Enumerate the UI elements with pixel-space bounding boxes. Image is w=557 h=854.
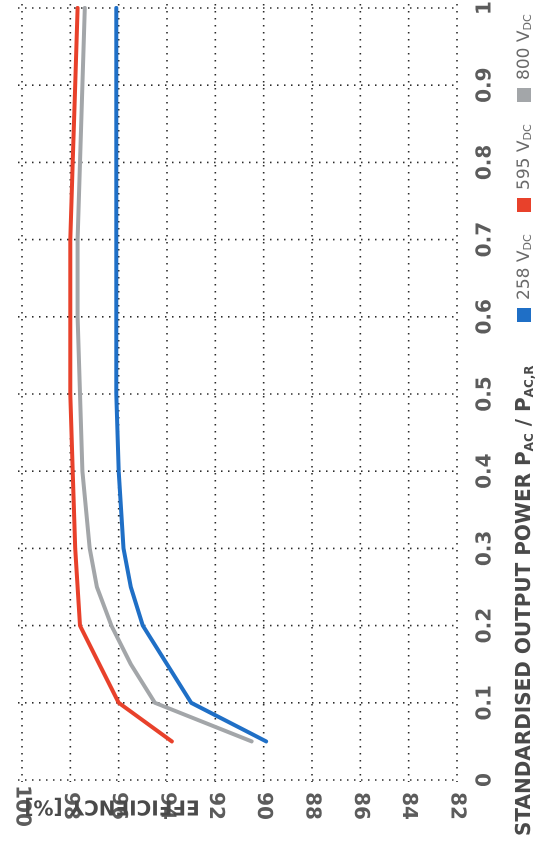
y-axis-title: EFFICIENCY [%] bbox=[24, 796, 199, 820]
legend-item: 595 VDC bbox=[514, 124, 534, 212]
y-tick-label: 92 bbox=[205, 792, 229, 820]
x-tick-label: 0.4 bbox=[472, 453, 496, 488]
x-tick-label: 0.3 bbox=[472, 531, 496, 566]
x-tick-label: 0.6 bbox=[472, 299, 496, 334]
x-axis-title-sub-ac: AC bbox=[522, 433, 536, 451]
y-tick-label: 88 bbox=[302, 792, 326, 820]
legend-label: 595 VDC bbox=[514, 124, 534, 190]
legend-item: 258 VDC bbox=[514, 234, 534, 322]
legend-swatch bbox=[517, 88, 531, 102]
x-tick-label: 0.1 bbox=[472, 685, 496, 720]
x-tick-label: 1 bbox=[472, 1, 496, 15]
grid-lines bbox=[18, 4, 459, 782]
y-tick-label: 94 bbox=[157, 792, 181, 820]
y-tick-label: 100 bbox=[12, 785, 36, 827]
y-tick-label: 98 bbox=[60, 792, 84, 820]
x-tick-label: 0.7 bbox=[472, 222, 496, 257]
series-line bbox=[114, 6, 269, 744]
series-line bbox=[75, 6, 254, 744]
x-tick-label: 0.2 bbox=[472, 608, 496, 643]
series-lines bbox=[68, 6, 269, 744]
y-tick-label: 90 bbox=[253, 792, 277, 820]
x-tick-label: 0.9 bbox=[472, 67, 496, 102]
y-tick-label: 82 bbox=[447, 792, 471, 820]
y-tick-labels: 82 84 86 88 90 92 94 96 98 100 bbox=[12, 785, 471, 827]
x-axis-title-sub-acr: AC,R bbox=[522, 365, 536, 397]
x-tick-labels: 0 0.1 0.2 0.3 0.4 0.5 0.6 0.7 0.8 0.9 1 bbox=[472, 1, 496, 787]
x-axis-title: STANDARDISED OUTPUT POWER PAC / PAC,R bbox=[511, 365, 536, 836]
legend-item: 800 VDC bbox=[514, 14, 534, 102]
x-tick-label: 0 bbox=[472, 773, 496, 787]
legend-label: 258 VDC bbox=[514, 234, 534, 300]
series-line bbox=[68, 6, 174, 744]
x-tick-label: 0.5 bbox=[472, 376, 496, 411]
x-tick-label: 0.8 bbox=[472, 145, 496, 180]
y-tick-label: 86 bbox=[350, 792, 374, 820]
legend: 258 VDC 595 VDC 800 VDC bbox=[514, 14, 534, 322]
legend-swatch bbox=[517, 308, 531, 322]
x-axis-title-slash: / P bbox=[511, 397, 535, 433]
x-axis-title-main: STANDARDISED OUTPUT POWER P bbox=[511, 451, 535, 836]
y-tick-label: 84 bbox=[398, 792, 422, 820]
legend-label: 800 VDC bbox=[514, 14, 534, 80]
legend-swatch bbox=[517, 198, 531, 212]
y-tick-label: 96 bbox=[108, 792, 132, 820]
